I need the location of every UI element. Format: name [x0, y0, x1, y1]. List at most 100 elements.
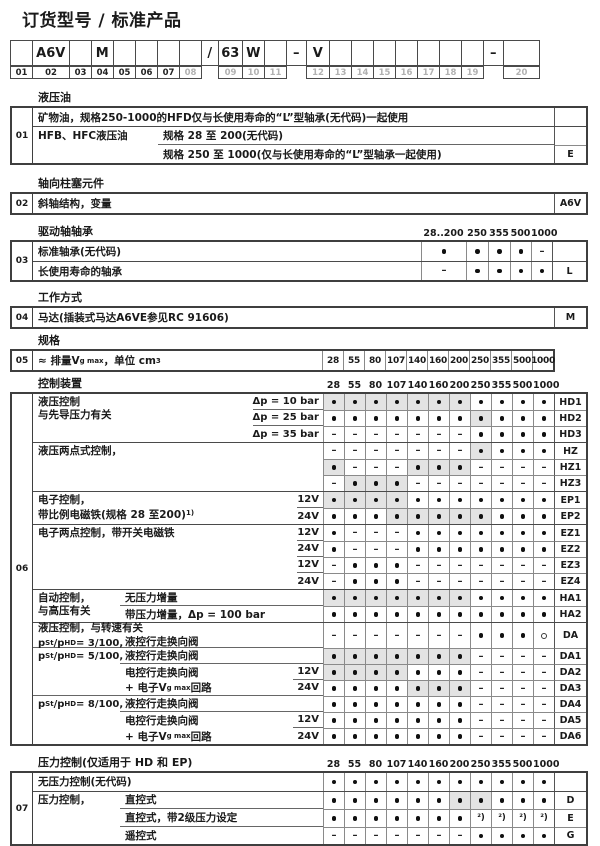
section-number: 05: [12, 351, 33, 370]
matrix-cell: [512, 443, 533, 459]
matrix-cell: –: [407, 557, 428, 573]
row-label-area: 规格 28 至 200(无代码): [158, 127, 554, 145]
dash-marker: –: [457, 559, 463, 571]
matrix-cell: [533, 826, 554, 844]
table-row: 规格 28 至 200(无代码): [158, 127, 586, 145]
dot-marker: [415, 547, 421, 552]
matrix-cell: [449, 791, 470, 809]
table-row: 直控式，带2级压力设定 ²) ²) ²) ²) E: [120, 809, 586, 827]
column-header: 200: [449, 380, 470, 391]
dash-marker: –: [541, 575, 547, 587]
dot-marker: [478, 448, 484, 454]
row-label-area: 马达(插装式马达A6VE参见RC 91606): [33, 308, 554, 327]
matrix-cell: [428, 541, 449, 557]
matrix-cell: [449, 712, 470, 728]
matrix-cell: –: [512, 648, 533, 664]
dot-marker: [520, 448, 526, 454]
dot-marker: [415, 798, 421, 803]
dot-marker: [478, 399, 484, 405]
dot-marker: [436, 547, 442, 552]
section-hydraulic-fluid: 液压油 01 矿物油，规格250-1000的HFD仅与长使用寿命的“L”型轴承(无…: [10, 89, 600, 165]
order-code-position: 17: [417, 66, 440, 79]
matrix-cell: [323, 680, 344, 696]
dot-marker: [478, 530, 484, 536]
row-label: 标准轴承(无代码): [38, 246, 122, 258]
section-table: 06 液压控制 与先导压力有关 Δp = 10 bar HD1 Δp = 25 bar HD…: [10, 392, 588, 746]
table-rows: 无压力控制(无代码) 压力控制， 直控式 D 直控式，带2级压力设定 ²) ²) ²) ²) E 遥…: [33, 773, 586, 844]
dot-marker: [499, 432, 505, 437]
section-header: 控制装置 28 55 80 107 140 160 200 250 355 500 1000: [10, 375, 588, 391]
order-code-cell: 13: [328, 40, 352, 79]
matrix-cell: [428, 696, 449, 712]
matrix-cell: [533, 541, 554, 557]
row-label: 液控行走换向阀: [120, 648, 323, 664]
table-row: 电控行走换向阀 12V – – – – DA5: [33, 712, 586, 728]
matrix-cell: [449, 541, 470, 557]
dot-marker: [331, 530, 337, 536]
dot-marker: [541, 779, 547, 784]
spacer: [193, 394, 253, 410]
matrix-cell: [533, 394, 554, 410]
dot-marker: [352, 798, 358, 803]
control-group: 自动控制， 与高压有关 无压力增量 HA1 带压力增量，Δp = 100 bar HA2: [33, 589, 586, 622]
dot-marker: [373, 514, 379, 519]
matrix-cell: [365, 712, 386, 728]
matrix-cell: –: [512, 475, 533, 491]
dot-marker: [520, 547, 526, 552]
dot-marker: [373, 579, 379, 584]
row-label: 直控式: [120, 792, 323, 809]
matrix-cell: [428, 590, 449, 606]
order-code-box: [502, 40, 540, 66]
column-header: 500: [510, 228, 531, 239]
dot-marker: [373, 612, 379, 617]
matrix-cell: [428, 728, 449, 744]
matrix-cell: [491, 508, 512, 524]
size-cell: 80: [364, 351, 385, 370]
dot-marker: [499, 514, 505, 519]
fluid-group: HFB、HFC液压油 规格 28 至 200(无代码) 规格 250 至 1000(…: [33, 126, 586, 163]
code-cell: HZ: [554, 443, 586, 459]
order-code-box: [416, 40, 440, 66]
dash-marker: –: [520, 730, 526, 742]
table-row: 矿物油，规格250-1000的HFD仅与长使用寿命的“L”型轴承(无代码)一起使…: [33, 108, 586, 126]
table-row: 直控式 D: [120, 791, 586, 809]
voltage-label: 24V: [297, 682, 319, 693]
dot-marker: [518, 249, 524, 254]
size-cell: 140: [406, 351, 427, 370]
ratio-label: [33, 680, 120, 695]
code-cell: [554, 773, 586, 791]
dash-marker: –: [394, 629, 400, 641]
matrix-cell: –: [407, 443, 428, 459]
matrix-cell: –: [344, 541, 365, 557]
matrix-cell: –: [365, 541, 386, 557]
column-header: 80: [368, 759, 383, 770]
dot-marker: [415, 816, 421, 821]
code-cell: EP2: [554, 508, 586, 524]
code-cell: DA4: [554, 696, 586, 712]
dot-marker: [436, 497, 442, 503]
column-header: 1000: [533, 759, 560, 770]
matrix-cell: [449, 809, 470, 827]
dot-marker: [394, 686, 400, 691]
matrix-cell: ²): [470, 809, 491, 827]
code-cell: DA5: [554, 712, 586, 728]
dot-marker: [499, 798, 505, 803]
section-title: 规格: [38, 334, 60, 347]
dot-marker: [475, 249, 480, 254]
sub-label: Δp = 25 bar: [252, 410, 323, 426]
section-header: 压力控制(仅适用于 HD 和 EP) 28 55 80 107 140 160 200 250 3…: [10, 754, 588, 770]
dash-marker: –: [457, 428, 463, 440]
matrix-cell: [421, 242, 466, 261]
dot-marker: [541, 448, 547, 454]
dot-marker: [457, 654, 463, 659]
dash-marker: –: [394, 829, 400, 841]
order-code-box: –: [482, 40, 504, 66]
group-label: HFB、HFC液压油: [38, 130, 128, 142]
dash-marker: –: [415, 575, 421, 587]
dot-marker: [520, 595, 526, 601]
dash-marker: –: [478, 682, 484, 694]
matrix-cell: –: [365, 623, 386, 648]
dot-marker: [436, 612, 442, 617]
dot-marker: [352, 779, 358, 784]
order-code-position: 16: [395, 66, 418, 79]
